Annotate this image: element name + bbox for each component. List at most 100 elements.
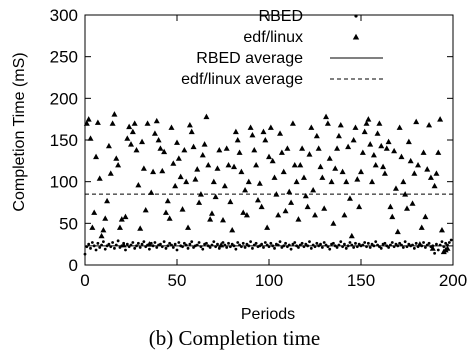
rbed-point bbox=[241, 241, 245, 245]
edf-linux-point bbox=[258, 203, 265, 210]
edf-linux-point bbox=[277, 130, 284, 136]
rbed-point bbox=[254, 241, 258, 245]
rbed-point bbox=[153, 241, 157, 244]
edf-linux-point bbox=[175, 155, 182, 161]
edf-linux-point bbox=[402, 191, 409, 197]
edf-linux-point bbox=[416, 241, 423, 247]
edf-linux-point bbox=[205, 162, 212, 168]
rbed-point bbox=[100, 243, 103, 247]
rbed-point bbox=[103, 247, 107, 251]
rbed-point bbox=[109, 245, 113, 249]
edf-linux-point bbox=[385, 138, 392, 145]
rbed-point bbox=[116, 239, 120, 243]
rbed-point bbox=[339, 240, 343, 244]
edf-linux-point bbox=[367, 141, 374, 147]
edf-linux-point bbox=[422, 213, 429, 220]
rbed-point bbox=[262, 246, 265, 249]
edf-linux-point bbox=[247, 124, 254, 130]
rbed-point bbox=[243, 246, 247, 249]
edf-linux-point bbox=[433, 170, 440, 176]
x-tick-label: 0 bbox=[80, 271, 89, 290]
edf-linux-point bbox=[151, 130, 158, 136]
edf-linux-point bbox=[98, 232, 105, 239]
edf-linux-point bbox=[376, 120, 383, 126]
legend: RBED edf/linux RBED average edf/linux avera… bbox=[181, 8, 383, 88]
rbed-point bbox=[105, 244, 109, 248]
rbed-point bbox=[90, 241, 94, 244]
edf-linux-point bbox=[185, 224, 192, 230]
rbed-point bbox=[166, 244, 170, 248]
y-tick-label: 200 bbox=[50, 89, 78, 108]
edf-linux-point bbox=[89, 224, 96, 230]
edf-linux-point bbox=[418, 224, 425, 230]
rbed-point bbox=[142, 240, 146, 244]
rbed-point bbox=[278, 240, 282, 244]
edf-linux-point bbox=[251, 147, 258, 153]
rbed-point bbox=[284, 241, 287, 245]
rbed-point bbox=[199, 245, 203, 249]
edf-linux-point bbox=[131, 120, 138, 126]
rbed-point bbox=[102, 240, 105, 244]
edf-linux-point bbox=[140, 165, 147, 171]
figure-caption: (b) Completion time bbox=[148, 326, 321, 350]
rbed-point bbox=[182, 241, 186, 245]
edf-linux-point bbox=[426, 122, 433, 128]
edf-linux-point bbox=[109, 120, 116, 126]
edf-linux-point bbox=[444, 245, 451, 251]
edf-linux-point bbox=[104, 197, 111, 204]
edf-linux-point bbox=[267, 124, 274, 130]
rbed-point bbox=[188, 242, 192, 246]
edf-linux-point bbox=[96, 175, 103, 181]
rbed-point bbox=[355, 245, 359, 249]
rbed-point bbox=[162, 240, 166, 244]
x-tick-label: 200 bbox=[439, 271, 467, 290]
rbed-point bbox=[170, 243, 173, 247]
edf-linux-point bbox=[210, 178, 217, 185]
edf-linux-point bbox=[369, 178, 376, 185]
edf-linux-point bbox=[113, 155, 120, 161]
rbed-point bbox=[125, 242, 129, 246]
rbed-point bbox=[168, 241, 172, 245]
edf-linux-point bbox=[284, 145, 291, 151]
edf-linux-point bbox=[324, 120, 331, 126]
rbed-point bbox=[164, 246, 168, 250]
rbed-point bbox=[376, 243, 379, 247]
edf-linux-point bbox=[216, 147, 223, 153]
rbed-point bbox=[438, 243, 442, 247]
rbed-point bbox=[129, 243, 133, 247]
y-tick-label: 50 bbox=[59, 214, 78, 233]
rbed-point bbox=[308, 240, 311, 244]
rbed-point bbox=[295, 244, 298, 248]
rbed-point bbox=[396, 244, 400, 248]
rbed-point bbox=[440, 240, 444, 244]
rbed-point bbox=[252, 243, 256, 247]
edf-linux-point bbox=[190, 143, 197, 150]
edf-linux-point bbox=[253, 162, 260, 168]
edf-linux-point bbox=[254, 197, 261, 203]
edf-linux-point bbox=[335, 132, 342, 139]
edf-linux-point bbox=[394, 228, 401, 235]
rbed-point bbox=[160, 245, 164, 249]
rbed-point bbox=[293, 241, 297, 244]
rbed-point bbox=[205, 241, 208, 245]
edf-linux-point bbox=[144, 120, 151, 126]
edf-linux-point bbox=[291, 162, 298, 168]
rbed-point bbox=[352, 246, 356, 249]
rbed-point bbox=[92, 244, 96, 248]
rbed-point bbox=[240, 245, 243, 249]
rbed-point bbox=[190, 240, 194, 244]
edf-linux-point bbox=[321, 205, 328, 211]
rbed-point bbox=[366, 241, 370, 245]
edf-linux-point bbox=[91, 209, 98, 215]
edf-linux-point bbox=[343, 178, 350, 185]
edf-linux-point bbox=[105, 142, 112, 149]
rbed-point bbox=[280, 246, 284, 249]
edf-linux-point bbox=[332, 165, 339, 171]
rbed-point bbox=[435, 242, 438, 246]
edf-linux-point bbox=[330, 220, 337, 226]
rbed-point bbox=[148, 247, 151, 251]
rbed-point bbox=[212, 240, 216, 244]
edf-linux-point bbox=[350, 137, 357, 143]
rbed-point bbox=[313, 245, 317, 249]
rbed-point bbox=[401, 246, 405, 249]
